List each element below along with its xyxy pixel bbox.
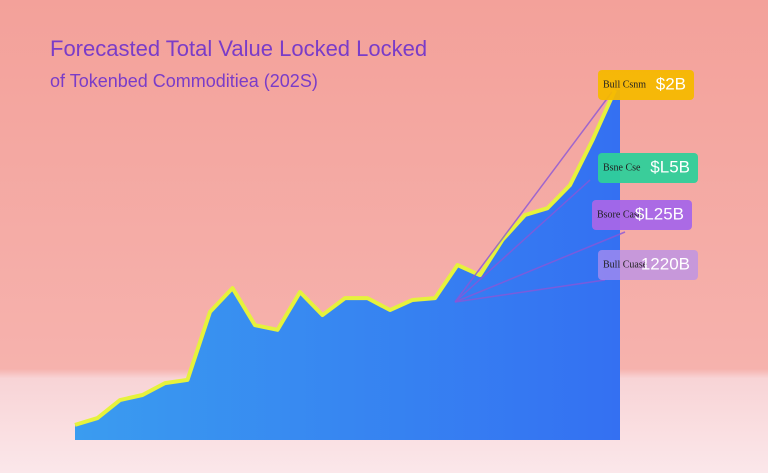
scenario-line bbox=[454, 91, 613, 303]
scenario-line bbox=[454, 279, 606, 303]
annotation-value: $2B bbox=[656, 74, 686, 93]
annotation-value: 1220B bbox=[641, 254, 690, 273]
annotation-value: $L25B bbox=[635, 204, 684, 223]
annotation-box bbox=[598, 250, 698, 280]
scenario-line bbox=[454, 179, 591, 303]
line bbox=[74, 89, 617, 427]
chart-subtitle: of Tokenbed Commoditiea (202S) bbox=[50, 71, 318, 91]
chart-title: Forecasted Total Value Locked Locked bbox=[50, 36, 427, 61]
annotation-name: Bull Cuase bbox=[603, 259, 648, 270]
annotation-name: Bsne Cse bbox=[603, 162, 641, 173]
annotation-name: Bsore Case bbox=[597, 209, 643, 220]
scenario-line bbox=[454, 231, 626, 303]
annotation-box bbox=[598, 153, 698, 183]
annotation-name: Bull Csnm bbox=[603, 79, 646, 90]
area bbox=[75, 90, 620, 440]
annotation-box bbox=[598, 70, 694, 100]
annotation-value: $L5B bbox=[650, 157, 690, 176]
annotation-box bbox=[592, 200, 692, 230]
